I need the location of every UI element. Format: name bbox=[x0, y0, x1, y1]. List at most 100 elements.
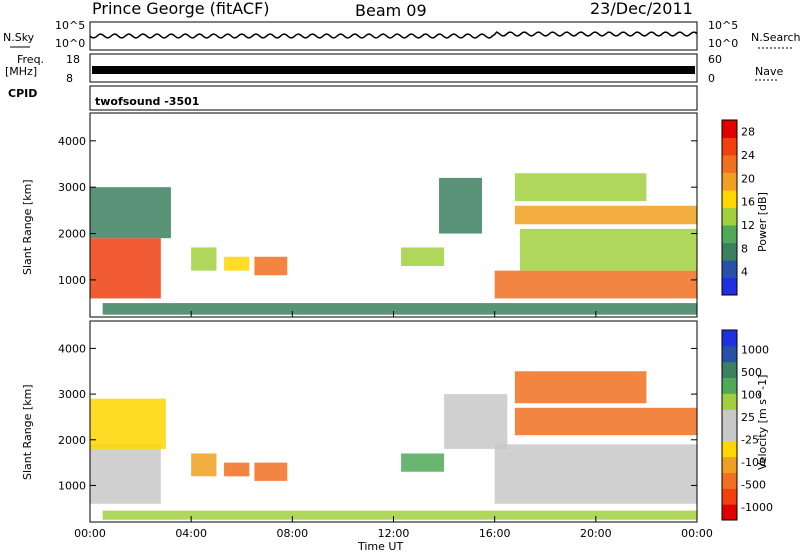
velocity-y-tick-3: 4000 bbox=[58, 342, 86, 355]
x-tick-1: 04:00 bbox=[175, 527, 207, 540]
beam-label: Beam 09 bbox=[355, 1, 427, 20]
velocity-y-tick-1: 2000 bbox=[58, 434, 86, 447]
velocity-colorbar-seg-5 bbox=[722, 425, 737, 442]
velocity-colorbar-tick-7: -1000 bbox=[741, 501, 773, 514]
freq-tick-bottom: 8 bbox=[66, 72, 73, 85]
freq-tick-top: 18 bbox=[66, 53, 80, 66]
x-tick-2: 08:00 bbox=[276, 527, 308, 540]
velocity-colorbar-seg-7 bbox=[722, 393, 737, 410]
velocity-colorbar-seg-4 bbox=[722, 440, 737, 458]
freq-label: Freq. bbox=[17, 53, 45, 66]
power-panel bbox=[90, 173, 698, 315]
velocity-region-0 bbox=[90, 444, 161, 504]
cpid-value: twofsound -3501 bbox=[95, 95, 200, 108]
velocity-colorbar-tick-3: 25 bbox=[741, 411, 755, 424]
velocity-region-6 bbox=[444, 394, 508, 449]
cpid-panel-frame bbox=[89, 85, 698, 111]
power-y-tick-0: 1000 bbox=[58, 274, 86, 287]
velocity-region-1 bbox=[90, 398, 166, 449]
x-axis-label: Time UT bbox=[358, 540, 404, 553]
velocity-region-9 bbox=[514, 371, 647, 404]
velocity-colorbar-seg-11 bbox=[722, 330, 737, 347]
velocity-colorbar-tick-6: -500 bbox=[741, 479, 766, 492]
station-title: Prince George (fitACF) bbox=[92, 0, 270, 18]
power-colorbar-tick-2: 12 bbox=[741, 219, 755, 232]
power-colorbar-tick-0: 4 bbox=[741, 266, 748, 279]
freq-unit-label: [MHz] bbox=[5, 65, 38, 78]
power-region-8 bbox=[519, 228, 697, 271]
velocity-region-7 bbox=[494, 444, 697, 504]
power-region-9 bbox=[514, 205, 697, 225]
x-tick-5: 20:00 bbox=[580, 527, 612, 540]
power-region-1 bbox=[90, 187, 171, 239]
velocity-region-4 bbox=[254, 462, 288, 481]
x-tick-6: 00:00 bbox=[681, 527, 713, 540]
velocity-colorbar-frame bbox=[721, 329, 738, 521]
power-colorbar-seg-8 bbox=[722, 137, 737, 156]
date-label: 23/Dec/2011 bbox=[590, 0, 693, 18]
velocity-region-3 bbox=[224, 462, 250, 477]
power-region-3 bbox=[224, 256, 250, 271]
velocity-panel bbox=[90, 371, 698, 520]
nave-tick-bottom: 0 bbox=[708, 72, 715, 85]
velocity-colorbar-tick-4: -25 bbox=[741, 434, 759, 447]
nsearch-tick-top: 10^5 bbox=[708, 19, 739, 32]
power-colorbar-seg-4 bbox=[722, 207, 737, 226]
noise-trace bbox=[89, 31, 698, 39]
velocity-colorbar bbox=[722, 330, 737, 521]
power-region-6 bbox=[439, 177, 483, 234]
x-tick-4: 16:00 bbox=[479, 527, 511, 540]
velocity-colorbar-seg-6 bbox=[722, 409, 737, 426]
velocity-region-8 bbox=[514, 407, 697, 436]
nsearch-tick-bottom: 10^0 bbox=[708, 37, 739, 50]
frequency-band bbox=[92, 66, 695, 74]
power-region-2 bbox=[191, 247, 217, 271]
velocity-colorbar-tick-0: 1000 bbox=[741, 343, 769, 356]
power-colorbar-seg-9 bbox=[722, 120, 737, 138]
velocity-y-tick-0: 1000 bbox=[58, 479, 86, 492]
nsearch-label: N.Search bbox=[751, 31, 800, 44]
power-region-0 bbox=[90, 238, 161, 299]
velocity-region-2 bbox=[191, 453, 217, 477]
velocity-y-tick-2: 3000 bbox=[58, 388, 86, 401]
nsky-tick-top: 10^5 bbox=[55, 19, 86, 32]
power-colorbar-seg-3 bbox=[722, 225, 737, 243]
power-y-tick-2: 3000 bbox=[58, 181, 86, 194]
power-colorbar-seg-6 bbox=[722, 172, 737, 191]
nave-label: Nave bbox=[755, 65, 784, 78]
velocity-region-5 bbox=[401, 453, 445, 472]
velocity-colorbar-seg-10 bbox=[722, 345, 737, 363]
power-colorbar-seg-5 bbox=[722, 190, 737, 208]
velocity-colorbar-seg-8 bbox=[722, 377, 737, 394]
velocity-colorbar-tick-1: 500 bbox=[741, 366, 762, 379]
power-colorbar-seg-0 bbox=[722, 277, 737, 296]
velocity-colorbar-seg-2 bbox=[722, 472, 737, 489]
power-colorbar bbox=[722, 120, 737, 296]
power-region-10 bbox=[514, 173, 647, 202]
power-colorbar-tick-3: 16 bbox=[741, 196, 755, 209]
freq-panel-frame bbox=[89, 53, 698, 83]
power-colorbar-seg-2 bbox=[722, 242, 737, 261]
nsky-label: N.Sky bbox=[3, 31, 35, 44]
cpid-label: CPID bbox=[8, 87, 38, 100]
velocity-colorbar-tick-2: 100 bbox=[741, 388, 762, 401]
velocity-colorbar-seg-3 bbox=[722, 456, 737, 473]
x-tick-3: 12:00 bbox=[378, 527, 410, 540]
velocity-colorbar-seg-1 bbox=[722, 488, 737, 505]
power-y-tick-3: 4000 bbox=[58, 135, 86, 148]
power-colorbar-tick-6: 28 bbox=[741, 126, 755, 139]
power-region-7 bbox=[494, 270, 697, 299]
power-colorbar-tick-1: 8 bbox=[741, 242, 748, 255]
power-region-5 bbox=[401, 247, 445, 266]
nave-tick-top: 60 bbox=[708, 53, 722, 66]
x-tick-0: 00:00 bbox=[74, 527, 106, 540]
velocity-region-10 bbox=[102, 510, 698, 520]
nsky-tick-bottom: 10^0 bbox=[55, 37, 86, 50]
power-colorbar-seg-7 bbox=[722, 155, 737, 173]
power-region-11 bbox=[102, 303, 698, 315]
power-colorbar-seg-1 bbox=[722, 260, 737, 278]
power-colorbar-frame bbox=[721, 119, 738, 296]
velocity-colorbar-seg-9 bbox=[722, 361, 737, 378]
power-y-tick-1: 2000 bbox=[58, 228, 86, 241]
